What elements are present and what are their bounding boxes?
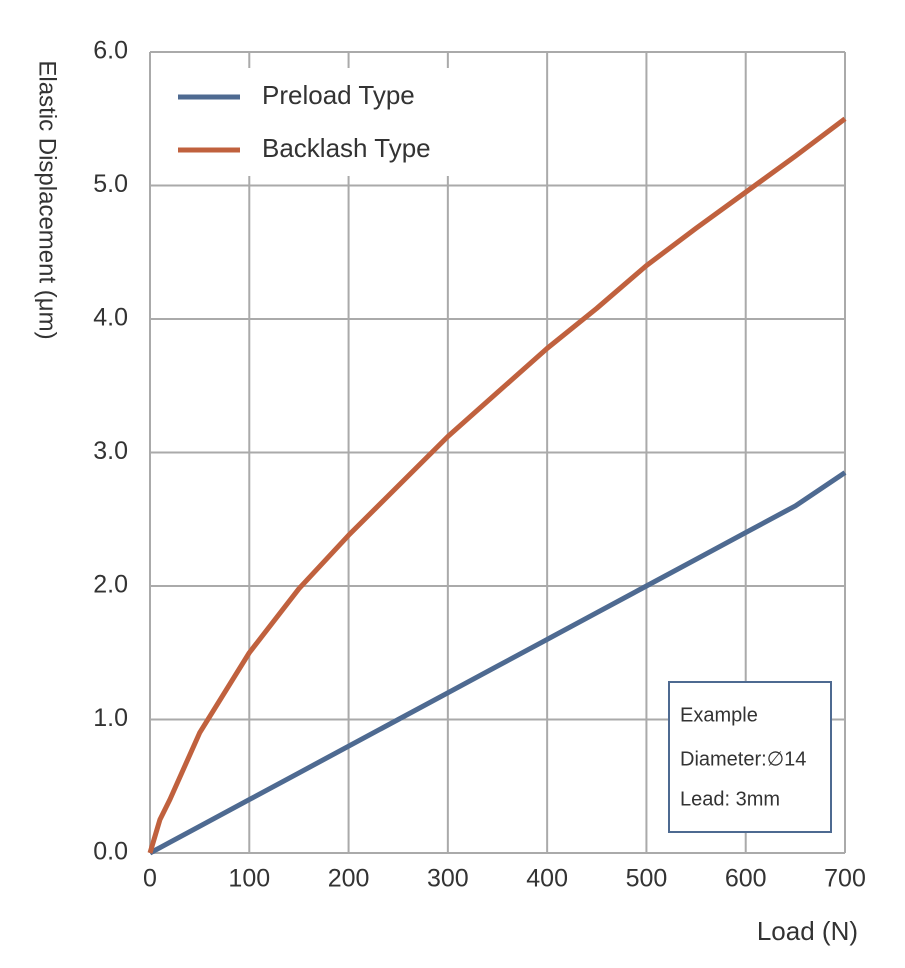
x-tick-label: 600 (725, 865, 767, 893)
x-tick-label: 0 (143, 865, 157, 893)
x-tick-label: 100 (228, 865, 270, 893)
legend: Preload Type Backlash Type (178, 80, 431, 163)
grid: 0.0 1.0 2.0 3.0 4.0 5.0 6.0 0 100 200 300 400 500 600… (93, 37, 866, 893)
y-tick-label: 3.0 (93, 437, 128, 465)
legend-label: Preload Type (262, 80, 415, 110)
y-tick-label: 2.0 (93, 571, 128, 599)
annotation-text: Example (680, 704, 758, 726)
x-tick-label: 500 (626, 865, 668, 893)
x-tick-label: 300 (427, 865, 469, 893)
annotation: Example Diameter:∅14 Lead: 3mm (680, 704, 806, 810)
data-line (148, 470, 847, 856)
x-tick-label: 200 (328, 865, 370, 893)
legend-background (160, 68, 460, 176)
data-line (147, 116, 847, 854)
x-tick-label: 400 (526, 865, 568, 893)
y-tick-label: 4.0 (93, 304, 128, 332)
annotation-text: Diameter:∅14 (680, 748, 806, 770)
y-tick-label: 5.0 (93, 170, 128, 198)
y-tick-label: 1.0 (93, 704, 128, 732)
y-tick-label: 6.0 (93, 37, 128, 65)
annotation-text: Lead: 3mm (680, 788, 780, 810)
legend-label: Backlash Type (262, 133, 431, 163)
x-tick-label: 700 (824, 865, 866, 893)
lines (147, 116, 847, 856)
y-tick-label: 0.0 (93, 838, 128, 866)
y-axis-label: Elastic Displacement (μm) (34, 60, 61, 339)
annotation-box (668, 681, 832, 833)
x-axis-label: Load (N) (757, 916, 858, 946)
